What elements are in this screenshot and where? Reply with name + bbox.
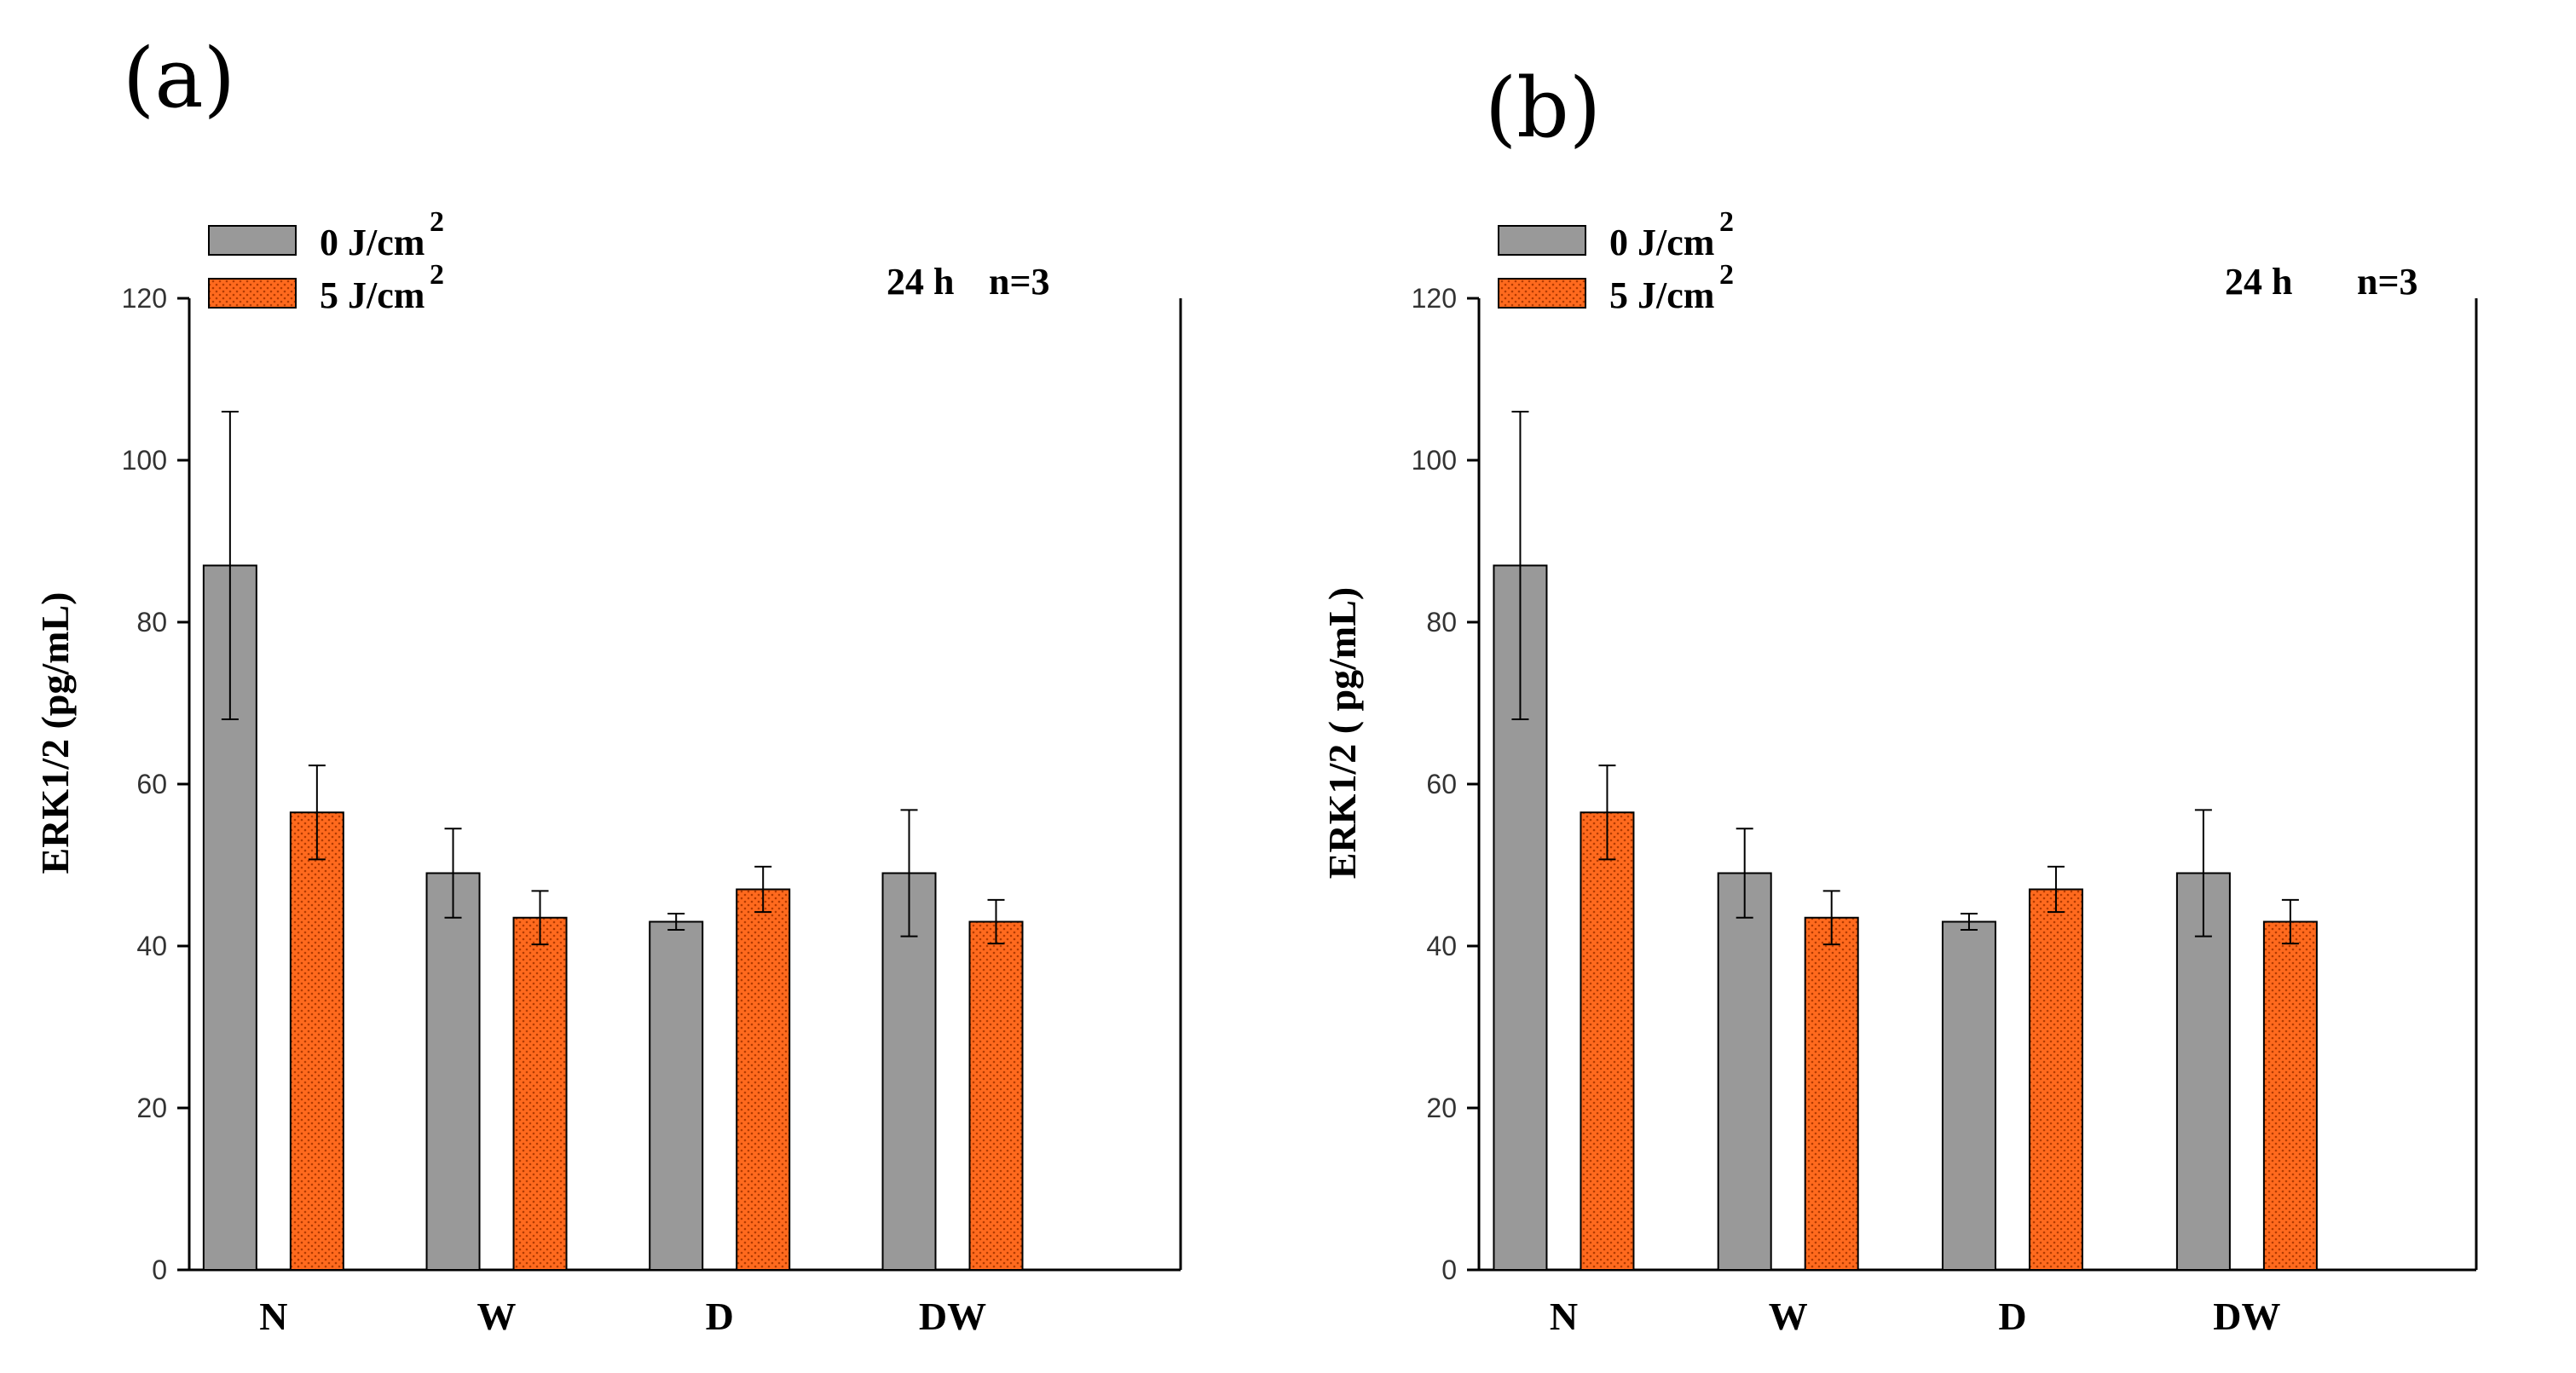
y-tick-label: 40 xyxy=(136,931,167,961)
legend-swatch-0J xyxy=(208,225,297,256)
y-tick-label: 80 xyxy=(136,607,167,637)
panel-b: (b) 0 20 40 60 80 100 120 ERK1/2 ( pg/mL) N W D DW 0 … xyxy=(1320,61,2478,1338)
annotation-time: 24 h xyxy=(887,261,954,303)
x-tick-label: DW xyxy=(919,1295,986,1338)
panel-a: (a) 0 20 40 60 80 100 120 ERK1/2 (pg/mL) N W D DW 0 J… xyxy=(33,31,1182,1338)
bar-5J xyxy=(289,811,344,1271)
panel-label: (a) xyxy=(123,31,235,126)
bar-0J xyxy=(881,872,937,1271)
bar-5J xyxy=(968,920,1024,1271)
x-tick-label: W xyxy=(1769,1295,1808,1338)
y-tick-label: 100 xyxy=(122,445,167,476)
x-tick-label: N xyxy=(1550,1295,1578,1338)
legend-superscript: 2 xyxy=(1719,259,1734,291)
legend-label: 5 J/cm xyxy=(1609,274,1714,316)
annotation-n: n=3 xyxy=(989,261,1050,303)
bar-5J xyxy=(2028,888,2083,1271)
legend-swatch-0J xyxy=(1498,225,1586,256)
legend-superscript: 2 xyxy=(430,259,444,291)
bar-5J xyxy=(2262,920,2318,1271)
x-tick-label: W xyxy=(477,1295,517,1338)
y-tick-label: 0 xyxy=(152,1255,167,1285)
annotation-n: n=3 xyxy=(2357,261,2418,303)
x-tick-label: D xyxy=(706,1295,734,1338)
x-tick-label: DW xyxy=(2213,1295,2280,1338)
y-tick-label: 60 xyxy=(136,769,167,799)
bar-0J xyxy=(425,872,481,1271)
y-tick-label: 20 xyxy=(1426,1093,1457,1123)
y-axis-label: ERK1/2 ( pg/mL) xyxy=(1320,587,1364,879)
bar-0J xyxy=(2175,872,2231,1271)
y-axis-label: ERK1/2 (pg/mL) xyxy=(33,592,77,874)
legend-label: 0 J/cm xyxy=(1609,222,1714,263)
bar-5J xyxy=(512,916,568,1271)
x-tick-label: N xyxy=(259,1295,287,1338)
annotation-time: 24 h xyxy=(2225,261,2292,303)
y-tick-label: 120 xyxy=(1412,283,1457,314)
y-tick-label: 80 xyxy=(1426,607,1457,637)
x-tick-label: D xyxy=(1998,1295,2026,1338)
y-tick-label: 20 xyxy=(136,1093,167,1123)
legend-label: 5 J/cm xyxy=(320,274,425,316)
legend-superscript: 2 xyxy=(1719,206,1734,238)
bar-0J xyxy=(1941,920,1996,1271)
legend-swatch-5J xyxy=(208,278,297,309)
y-tick-label: 40 xyxy=(1426,931,1457,961)
y-tick-label: 100 xyxy=(1412,445,1457,476)
y-tick-label: 60 xyxy=(1426,769,1457,799)
bar-0J xyxy=(649,920,704,1271)
bar-5J xyxy=(1580,811,1635,1271)
bar-5J xyxy=(1804,916,1859,1271)
legend-swatch-5J xyxy=(1498,278,1586,309)
panel-label: (b) xyxy=(1485,61,1601,156)
legend-superscript: 2 xyxy=(430,206,444,238)
y-tick-label: 0 xyxy=(1441,1255,1457,1285)
bar-5J xyxy=(736,888,791,1271)
legend-label: 0 J/cm xyxy=(320,222,425,263)
bar-0J xyxy=(1717,872,1772,1271)
y-tick-label: 120 xyxy=(122,283,167,314)
